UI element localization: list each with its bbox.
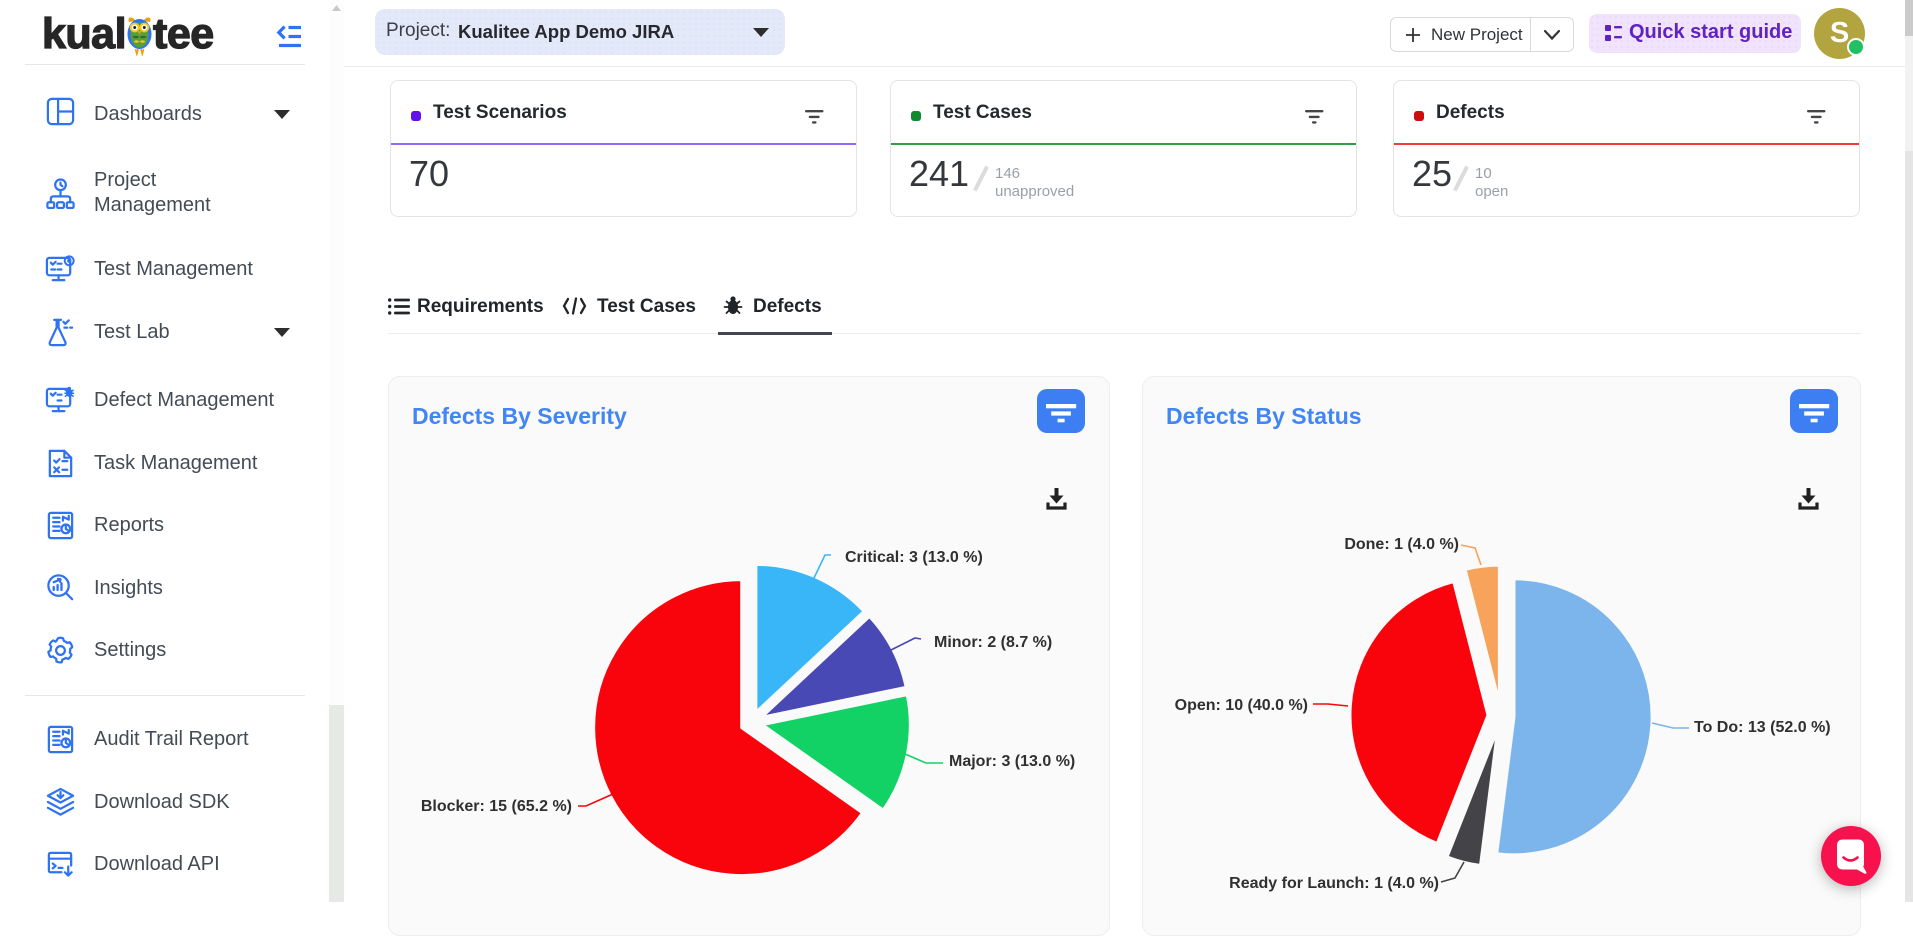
svg-text:Open: 10 (40.0 %): Open: 10 (40.0 %) [1175,697,1308,714]
svg-text:Done: 1 (4.0 %): Done: 1 (4.0 %) [1344,536,1459,553]
svg-text:To Do: 13 (52.0 %): To Do: 13 (52.0 %) [1694,719,1831,736]
svg-text:Major: 3 (13.0 %): Major: 3 (13.0 %) [949,753,1075,770]
svg-text:Minor: 2 (8.7 %): Minor: 2 (8.7 %) [934,634,1052,651]
svg-text:Blocker: 15 (65.2 %): Blocker: 15 (65.2 %) [421,798,572,815]
svg-text:Critical: 3 (13.0 %): Critical: 3 (13.0 %) [845,549,983,566]
svg-text:Ready for Launch: 1 (4.0 %): Ready for Launch: 1 (4.0 %) [1229,875,1439,892]
